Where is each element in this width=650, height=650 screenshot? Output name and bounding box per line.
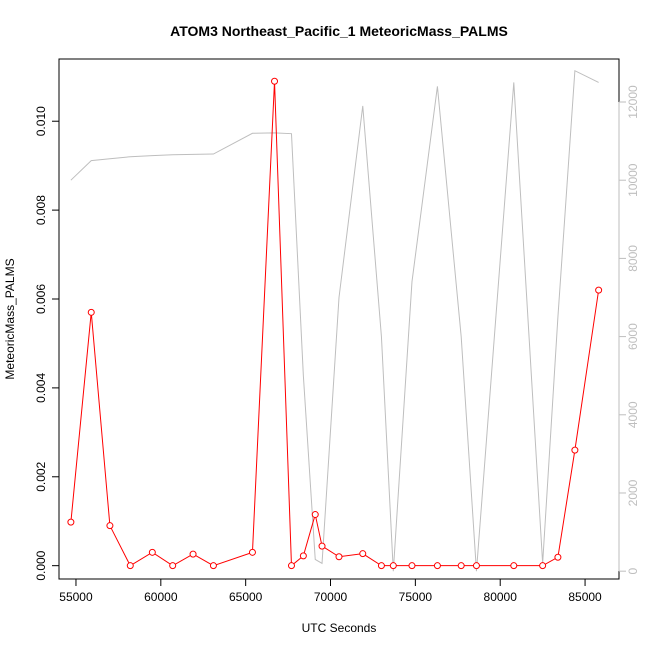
data-point <box>359 550 367 558</box>
y-tick-label: 0.002 <box>34 461 48 491</box>
series-line-left-axis <box>70 81 600 567</box>
plot-area-frame <box>58 58 620 580</box>
data-point <box>148 548 156 556</box>
data-point <box>209 562 217 570</box>
series-layer <box>67 69 603 572</box>
data-point <box>335 553 343 561</box>
data-point <box>510 562 518 570</box>
data-point <box>408 562 416 570</box>
data-point <box>595 286 603 294</box>
data-point <box>433 562 441 570</box>
data-point <box>287 562 295 570</box>
y2-tick-label: 12000 <box>626 85 640 119</box>
x-tick-label: 85000 <box>568 590 602 604</box>
data-point <box>106 522 114 530</box>
data-point <box>472 562 480 570</box>
data-point <box>311 511 319 519</box>
y2-tick-label: 10000 <box>626 163 640 197</box>
data-point <box>318 542 326 550</box>
x-tick-label: 80000 <box>484 590 518 604</box>
x-tick-label: 65000 <box>229 590 263 604</box>
y-tick-label: 0.000 <box>34 550 48 580</box>
data-point <box>377 562 385 570</box>
x-tick-label: 70000 <box>314 590 348 604</box>
x-tick-label: 60000 <box>144 590 178 604</box>
y-tick-label: 0.010 <box>34 106 48 136</box>
y2-tick-label: 8000 <box>626 245 640 272</box>
x-axis: 55000 60000 65000 70000 75000 80000 85000 <box>59 578 602 604</box>
data-point <box>248 548 256 556</box>
x-tick-label: 55000 <box>59 590 93 604</box>
data-point <box>389 562 397 570</box>
y2-tick-label: 2000 <box>626 479 640 506</box>
data-point <box>169 562 177 570</box>
x-tick-label: 75000 <box>399 590 433 604</box>
data-point <box>299 552 307 560</box>
data-point <box>87 308 95 316</box>
y2-tick-label: 6000 <box>626 323 640 350</box>
data-point <box>554 553 562 561</box>
x-axis-label: UTC Seconds <box>302 621 377 635</box>
data-point <box>539 562 547 570</box>
y-axis-label: MeteoricMass_PALMS <box>3 258 17 379</box>
y-tick-label: 0.006 <box>34 284 48 314</box>
series-line-right-axis <box>70 69 599 572</box>
y-axis-left: 0.000 0.002 0.004 0.006 0.008 0.010 <box>34 106 60 581</box>
data-point <box>189 550 197 558</box>
data-point <box>571 446 579 454</box>
y2-tick-label: 0 <box>626 568 640 575</box>
data-point <box>457 562 465 570</box>
y-tick-label: 0.004 <box>34 373 48 403</box>
data-point <box>271 77 279 85</box>
y2-tick-label: 4000 <box>626 401 640 428</box>
y-axis-right: 0 2000 4000 6000 8000 10000 12000 <box>618 85 640 575</box>
data-point <box>67 518 75 526</box>
data-point <box>126 562 134 570</box>
y-tick-label: 0.008 <box>34 195 48 225</box>
chart-title: ATOM3 Northeast_Pacific_1 MeteoricMass_P… <box>170 23 508 39</box>
